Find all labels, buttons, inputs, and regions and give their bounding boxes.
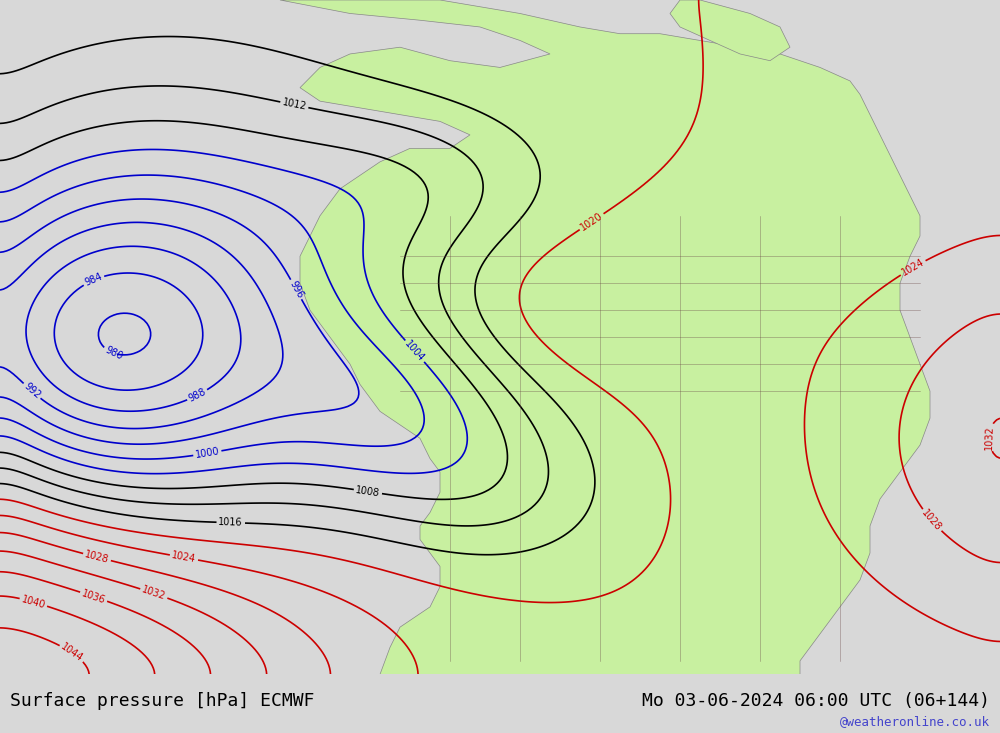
Text: 988: 988 — [187, 386, 208, 404]
Text: 1024: 1024 — [171, 550, 197, 564]
Text: 1028: 1028 — [920, 508, 943, 533]
Text: 996: 996 — [287, 279, 305, 300]
Text: 1036: 1036 — [80, 588, 107, 605]
Text: 1044: 1044 — [59, 641, 85, 664]
Text: 1032: 1032 — [984, 424, 995, 450]
Polygon shape — [670, 0, 790, 61]
Text: 1024: 1024 — [900, 257, 926, 278]
Text: 992: 992 — [22, 381, 42, 401]
Text: 1032: 1032 — [141, 585, 167, 602]
Text: Mo 03-06-2024 06:00 UTC (06+144): Mo 03-06-2024 06:00 UTC (06+144) — [642, 692, 990, 710]
Text: 1040: 1040 — [20, 594, 47, 610]
Text: 1000: 1000 — [194, 446, 220, 460]
Text: 1016: 1016 — [218, 517, 243, 528]
Text: 1012: 1012 — [281, 97, 307, 112]
Text: Surface pressure [hPa] ECMWF: Surface pressure [hPa] ECMWF — [10, 692, 314, 710]
Text: 1028: 1028 — [84, 549, 110, 565]
Text: @weatheronline.co.uk: @weatheronline.co.uk — [840, 715, 990, 729]
Text: 980: 980 — [103, 345, 124, 361]
Text: 1020: 1020 — [579, 210, 605, 232]
Text: 984: 984 — [83, 272, 104, 288]
Polygon shape — [280, 0, 930, 674]
Text: 1008: 1008 — [355, 485, 381, 498]
Text: 1004: 1004 — [403, 339, 427, 364]
